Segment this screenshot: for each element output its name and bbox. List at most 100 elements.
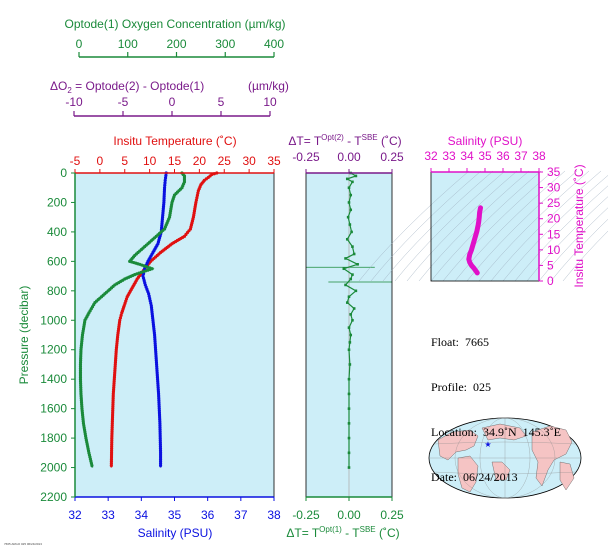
oxygen-axis-label: Optode(1) Oxygen Concentration (µm/kg) — [64, 17, 285, 31]
pressure-tick-label: 800 — [47, 284, 67, 298]
delta-t-bottom-tick-label: 0.25 — [380, 508, 404, 522]
delta-t-point — [347, 436, 351, 440]
ts-point — [470, 263, 473, 267]
delta-t-point — [345, 177, 349, 181]
map-grid — [429, 417, 581, 499]
ts-x-tick-label: 33 — [442, 149, 456, 163]
pressure-tick-label: 200 — [47, 195, 67, 209]
delta-t-point — [351, 273, 354, 276]
delta-t-panel: ΔT= TOpt(2) - TSBE (˚C) -0.25 0.00 0.25 -0.… — [286, 133, 404, 540]
delta-o2-axis: ΔO2 = Optode(2) - Optode(1) (µm/kg) -10 -5… — [50, 79, 289, 117]
float-location-marker: ★ — [484, 440, 491, 449]
density-contour — [526, 196, 608, 282]
pressure-tick-label: 600 — [47, 254, 67, 268]
ts-point — [477, 220, 481, 224]
delta-t-point — [347, 348, 351, 352]
oxygen-axis: Optode(1) Oxygen Concentration (µm/kg) 0… — [64, 17, 286, 58]
footer-tiny-text: 7665 ARGO 025 06/24/2013 — [4, 542, 42, 546]
pressure-tick-label: 0 — [60, 166, 67, 180]
density-contour — [358, 170, 470, 282]
density-contour — [406, 170, 518, 282]
ts-point — [468, 260, 472, 264]
delta-t-bottom-tick-label: -0.25 — [292, 508, 320, 522]
ts-point — [467, 257, 471, 261]
delta-t-point — [352, 252, 356, 256]
delta-t-point — [349, 313, 353, 316]
series-point-blue — [158, 463, 163, 468]
density-contour — [394, 170, 506, 282]
temperature-tick-label: 15 — [168, 154, 182, 168]
delta-t-point — [349, 208, 353, 212]
delta-t-top-tick-label: -0.25 — [292, 150, 320, 164]
density-contour — [418, 170, 530, 282]
series-point-blue — [163, 183, 167, 187]
ts-point — [468, 253, 472, 257]
ts-plot-area — [431, 172, 539, 281]
ts-y-tick-label: 0 — [547, 274, 554, 288]
ts-title: Salinity (PSU) — [448, 134, 523, 148]
delta-t-point — [349, 333, 353, 337]
delta-t-point — [348, 223, 352, 226]
pressure-tick-label: 1800 — [40, 431, 67, 445]
temperature-tick-label: 25 — [218, 154, 232, 168]
density-contour — [538, 207, 608, 282]
delta-t-point — [345, 237, 349, 241]
ts-point — [473, 235, 477, 239]
pressure-tick-label: 2000 — [40, 461, 67, 475]
ts-point — [477, 215, 481, 219]
series-point-blue — [163, 181, 167, 185]
delta-t-point — [345, 301, 349, 304]
delta-t-point — [349, 277, 353, 281]
delta-t-point — [347, 186, 351, 190]
ts-point — [478, 210, 482, 214]
salinity-tick-label: 36 — [201, 508, 215, 522]
delta-t-point — [347, 466, 351, 469]
delta-t-point — [351, 318, 354, 322]
ts-y-tick-label: 20 — [547, 212, 561, 226]
temperature-axis-label: Insitu Temperature (˚C) — [113, 134, 236, 148]
series-point-green — [90, 463, 94, 468]
pressure-tick-label: 1200 — [40, 343, 67, 357]
density-contour — [382, 170, 494, 282]
float-id: Float: 7665 — [431, 335, 490, 349]
series-point-red — [118, 316, 123, 320]
delta-o2-tick-label: 0 — [169, 95, 176, 109]
pressure-tick-label: 1600 — [40, 402, 67, 416]
delta-o2-axis-label: ΔO2 = Optode(2) - Optode(1) (µm/kg) — [50, 79, 289, 95]
delta-t-point — [347, 451, 351, 455]
main-plot-area — [75, 173, 274, 497]
ts-x-tick-label: 35 — [478, 149, 492, 163]
temperature-tick-label: 35 — [267, 154, 281, 168]
salinity-tick-label: 38 — [267, 508, 281, 522]
ts-x-tick-label: 37 — [514, 149, 528, 163]
delta-t-point — [342, 267, 346, 271]
salinity-axis-label: Salinity (PSU) — [138, 526, 213, 540]
oxygen-tick-label: 400 — [264, 37, 284, 51]
delta-o2-tick-label: 10 — [263, 95, 277, 109]
density-contour — [370, 170, 482, 282]
delta-t-point — [347, 326, 351, 329]
series-point-blue — [163, 176, 168, 180]
temperature-tick-label: 20 — [193, 154, 207, 168]
delta-t-point — [347, 407, 351, 410]
ts-x-tick-label: 36 — [496, 149, 510, 163]
ts-point — [476, 223, 480, 227]
float-info: Float: 7665 Profile: 025 Location: 34.9˚… — [431, 305, 561, 500]
ts-x-tick-label: 32 — [424, 149, 438, 163]
ts-curve — [466, 205, 483, 276]
density-contour — [550, 218, 608, 282]
series-point-blue — [164, 173, 168, 178]
delta-t-point — [350, 230, 353, 234]
ts-point — [471, 242, 475, 246]
location: Location: 34.9˚N 145.3˚E — [431, 425, 561, 439]
ts-y-tick-label: 10 — [547, 243, 561, 257]
delta-t-point — [347, 377, 351, 381]
delta-t-point — [347, 392, 351, 396]
ts-point — [475, 271, 479, 275]
series-point-red — [119, 313, 123, 317]
ts-y-tick-label: 35 — [547, 165, 561, 179]
ts-y-tick-label: 15 — [547, 227, 561, 241]
delta-t-point — [347, 295, 351, 299]
delta-t-point — [354, 174, 358, 178]
